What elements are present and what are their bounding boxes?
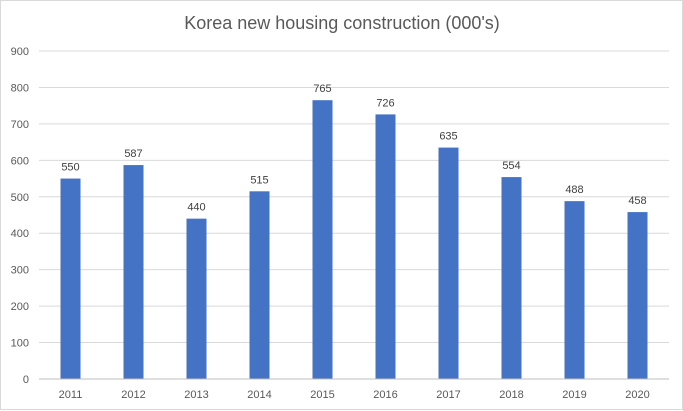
data-label-2013: 440 <box>187 202 205 214</box>
x-tick-label-2013: 2013 <box>184 389 208 401</box>
x-tick-label-2016: 2016 <box>373 389 397 401</box>
x-tick-label-2020: 2020 <box>625 389 649 401</box>
data-label-2015: 765 <box>313 83 331 95</box>
y-tick-label: 700 <box>11 119 29 131</box>
x-tick-label-2012: 2012 <box>121 389 145 401</box>
y-tick-label: 500 <box>11 192 29 204</box>
x-tick-label-2019: 2019 <box>562 389 586 401</box>
data-label-2016: 726 <box>376 97 394 109</box>
data-labels: 550 587 440 515 765 726 635 554 488 458 <box>61 83 646 213</box>
bar-2014 <box>249 191 270 379</box>
x-tick-label-2014: 2014 <box>247 389 271 401</box>
y-axis-tick-labels: 0 100 200 300 400 500 600 700 800 900 <box>11 46 29 386</box>
y-tick-label: 100 <box>11 338 29 350</box>
bar-2019 <box>564 201 585 379</box>
x-tick-label-2018: 2018 <box>499 389 523 401</box>
y-tick-label: 400 <box>11 228 29 240</box>
y-tick-label: 0 <box>23 374 29 386</box>
x-axis-tick-labels: 2011 2012 2013 2014 2015 2016 2017 2018 2019 2020 <box>59 389 650 401</box>
y-tick-label: 800 <box>11 82 29 94</box>
data-label-2011: 550 <box>61 162 79 174</box>
bar-2013 <box>186 218 207 379</box>
x-tick-label-2011: 2011 <box>59 389 83 401</box>
bar-2011 <box>60 178 81 379</box>
bar-2015 <box>312 100 333 379</box>
data-label-2012: 587 <box>124 148 142 160</box>
bar-2016 <box>375 114 396 379</box>
y-tick-label: 200 <box>11 301 29 313</box>
data-label-2018: 554 <box>502 160 520 172</box>
data-label-2019: 488 <box>565 184 583 196</box>
bar-2017 <box>438 147 459 379</box>
y-tick-label: 600 <box>11 155 29 167</box>
x-tick-label-2015: 2015 <box>310 389 334 401</box>
data-label-2020: 458 <box>628 195 646 207</box>
bar-2020 <box>627 212 648 379</box>
x-tick-label-2017: 2017 <box>436 389 460 401</box>
y-tick-label: 300 <box>11 265 29 277</box>
data-label-2017: 635 <box>439 131 457 143</box>
chart-title: Korea new housing construction (000's) <box>184 13 500 33</box>
bars <box>60 100 648 379</box>
data-label-2014: 515 <box>250 174 268 186</box>
gridlines <box>39 50 669 344</box>
y-tick-label: 900 <box>11 46 29 58</box>
bar-2018 <box>501 177 522 379</box>
bar-2012 <box>123 165 144 379</box>
